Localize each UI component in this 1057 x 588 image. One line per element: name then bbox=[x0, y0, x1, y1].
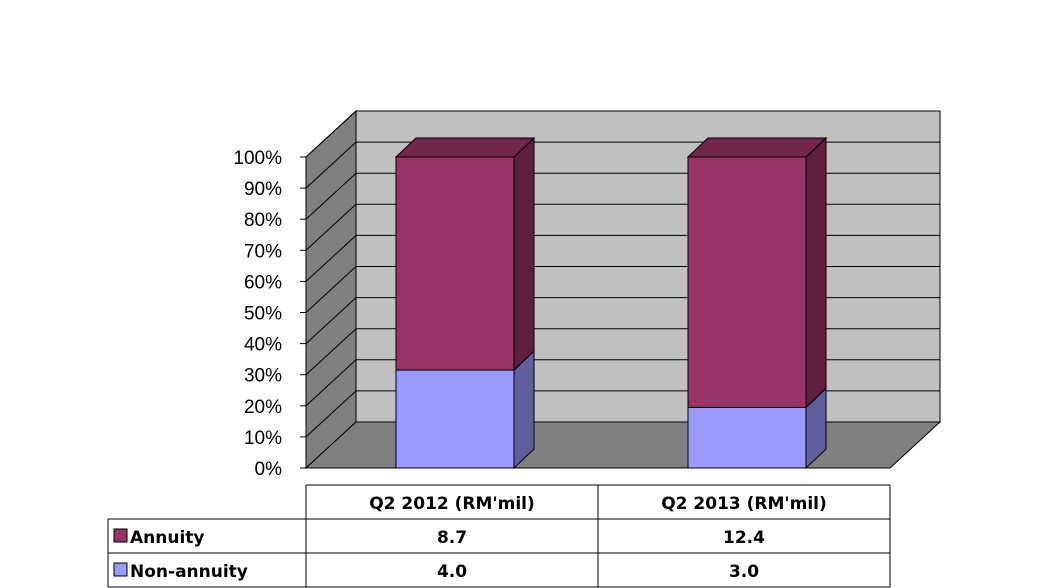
y-tick-label: 20% bbox=[244, 397, 282, 418]
bar-front-face bbox=[687, 406, 807, 469]
y-tick-label: 10% bbox=[244, 428, 282, 449]
y-tick-label: 70% bbox=[244, 241, 282, 262]
bar-side-face bbox=[513, 136, 535, 372]
bar-side-face bbox=[513, 349, 535, 470]
bar-segment bbox=[394, 136, 536, 372]
bar-front-face bbox=[687, 156, 807, 408]
legend-key bbox=[113, 528, 128, 543]
legend-key bbox=[113, 562, 128, 577]
y-tick-label: 0% bbox=[255, 459, 283, 480]
bar-front-face bbox=[395, 156, 515, 371]
data-label: 3.0 bbox=[729, 562, 759, 582]
bar-segment bbox=[686, 136, 828, 409]
bar-front-face bbox=[395, 369, 515, 469]
data-label: 8.7 bbox=[437, 528, 467, 548]
y-tick-label: 60% bbox=[244, 272, 282, 293]
y-tick-label: 40% bbox=[244, 335, 282, 356]
y-axis-ticks: 0% 10% 20% 30% 40% 50% 60% 70% 80% 90% 100% bbox=[233, 148, 306, 480]
category-label: Q2 2012 (RM'mil) bbox=[369, 494, 535, 514]
bar-top-face bbox=[394, 137, 536, 158]
y-tick-label: 50% bbox=[244, 304, 282, 325]
y-tick-label: 80% bbox=[244, 210, 282, 231]
legend-entry: Annuity bbox=[130, 528, 205, 548]
y-tick-label: 90% bbox=[244, 179, 282, 200]
bar-segment bbox=[687, 387, 827, 470]
legend-entry: Non-annuity bbox=[130, 562, 248, 582]
data-label: 4.0 bbox=[437, 562, 467, 582]
bar-side-face bbox=[805, 136, 827, 409]
gridline bbox=[305, 110, 940, 158]
bars bbox=[394, 136, 828, 470]
data-table: Q2 2012 (RM'mil) Q2 2013 (RM'mil) Annuity 8… bbox=[107, 484, 891, 588]
y-tick-label: 100% bbox=[233, 148, 282, 169]
bar-top-face bbox=[686, 137, 828, 158]
data-label: 12.4 bbox=[723, 528, 765, 548]
category-label: Q2 2013 (RM'mil) bbox=[661, 494, 827, 514]
y-tick-label: 30% bbox=[244, 366, 282, 387]
